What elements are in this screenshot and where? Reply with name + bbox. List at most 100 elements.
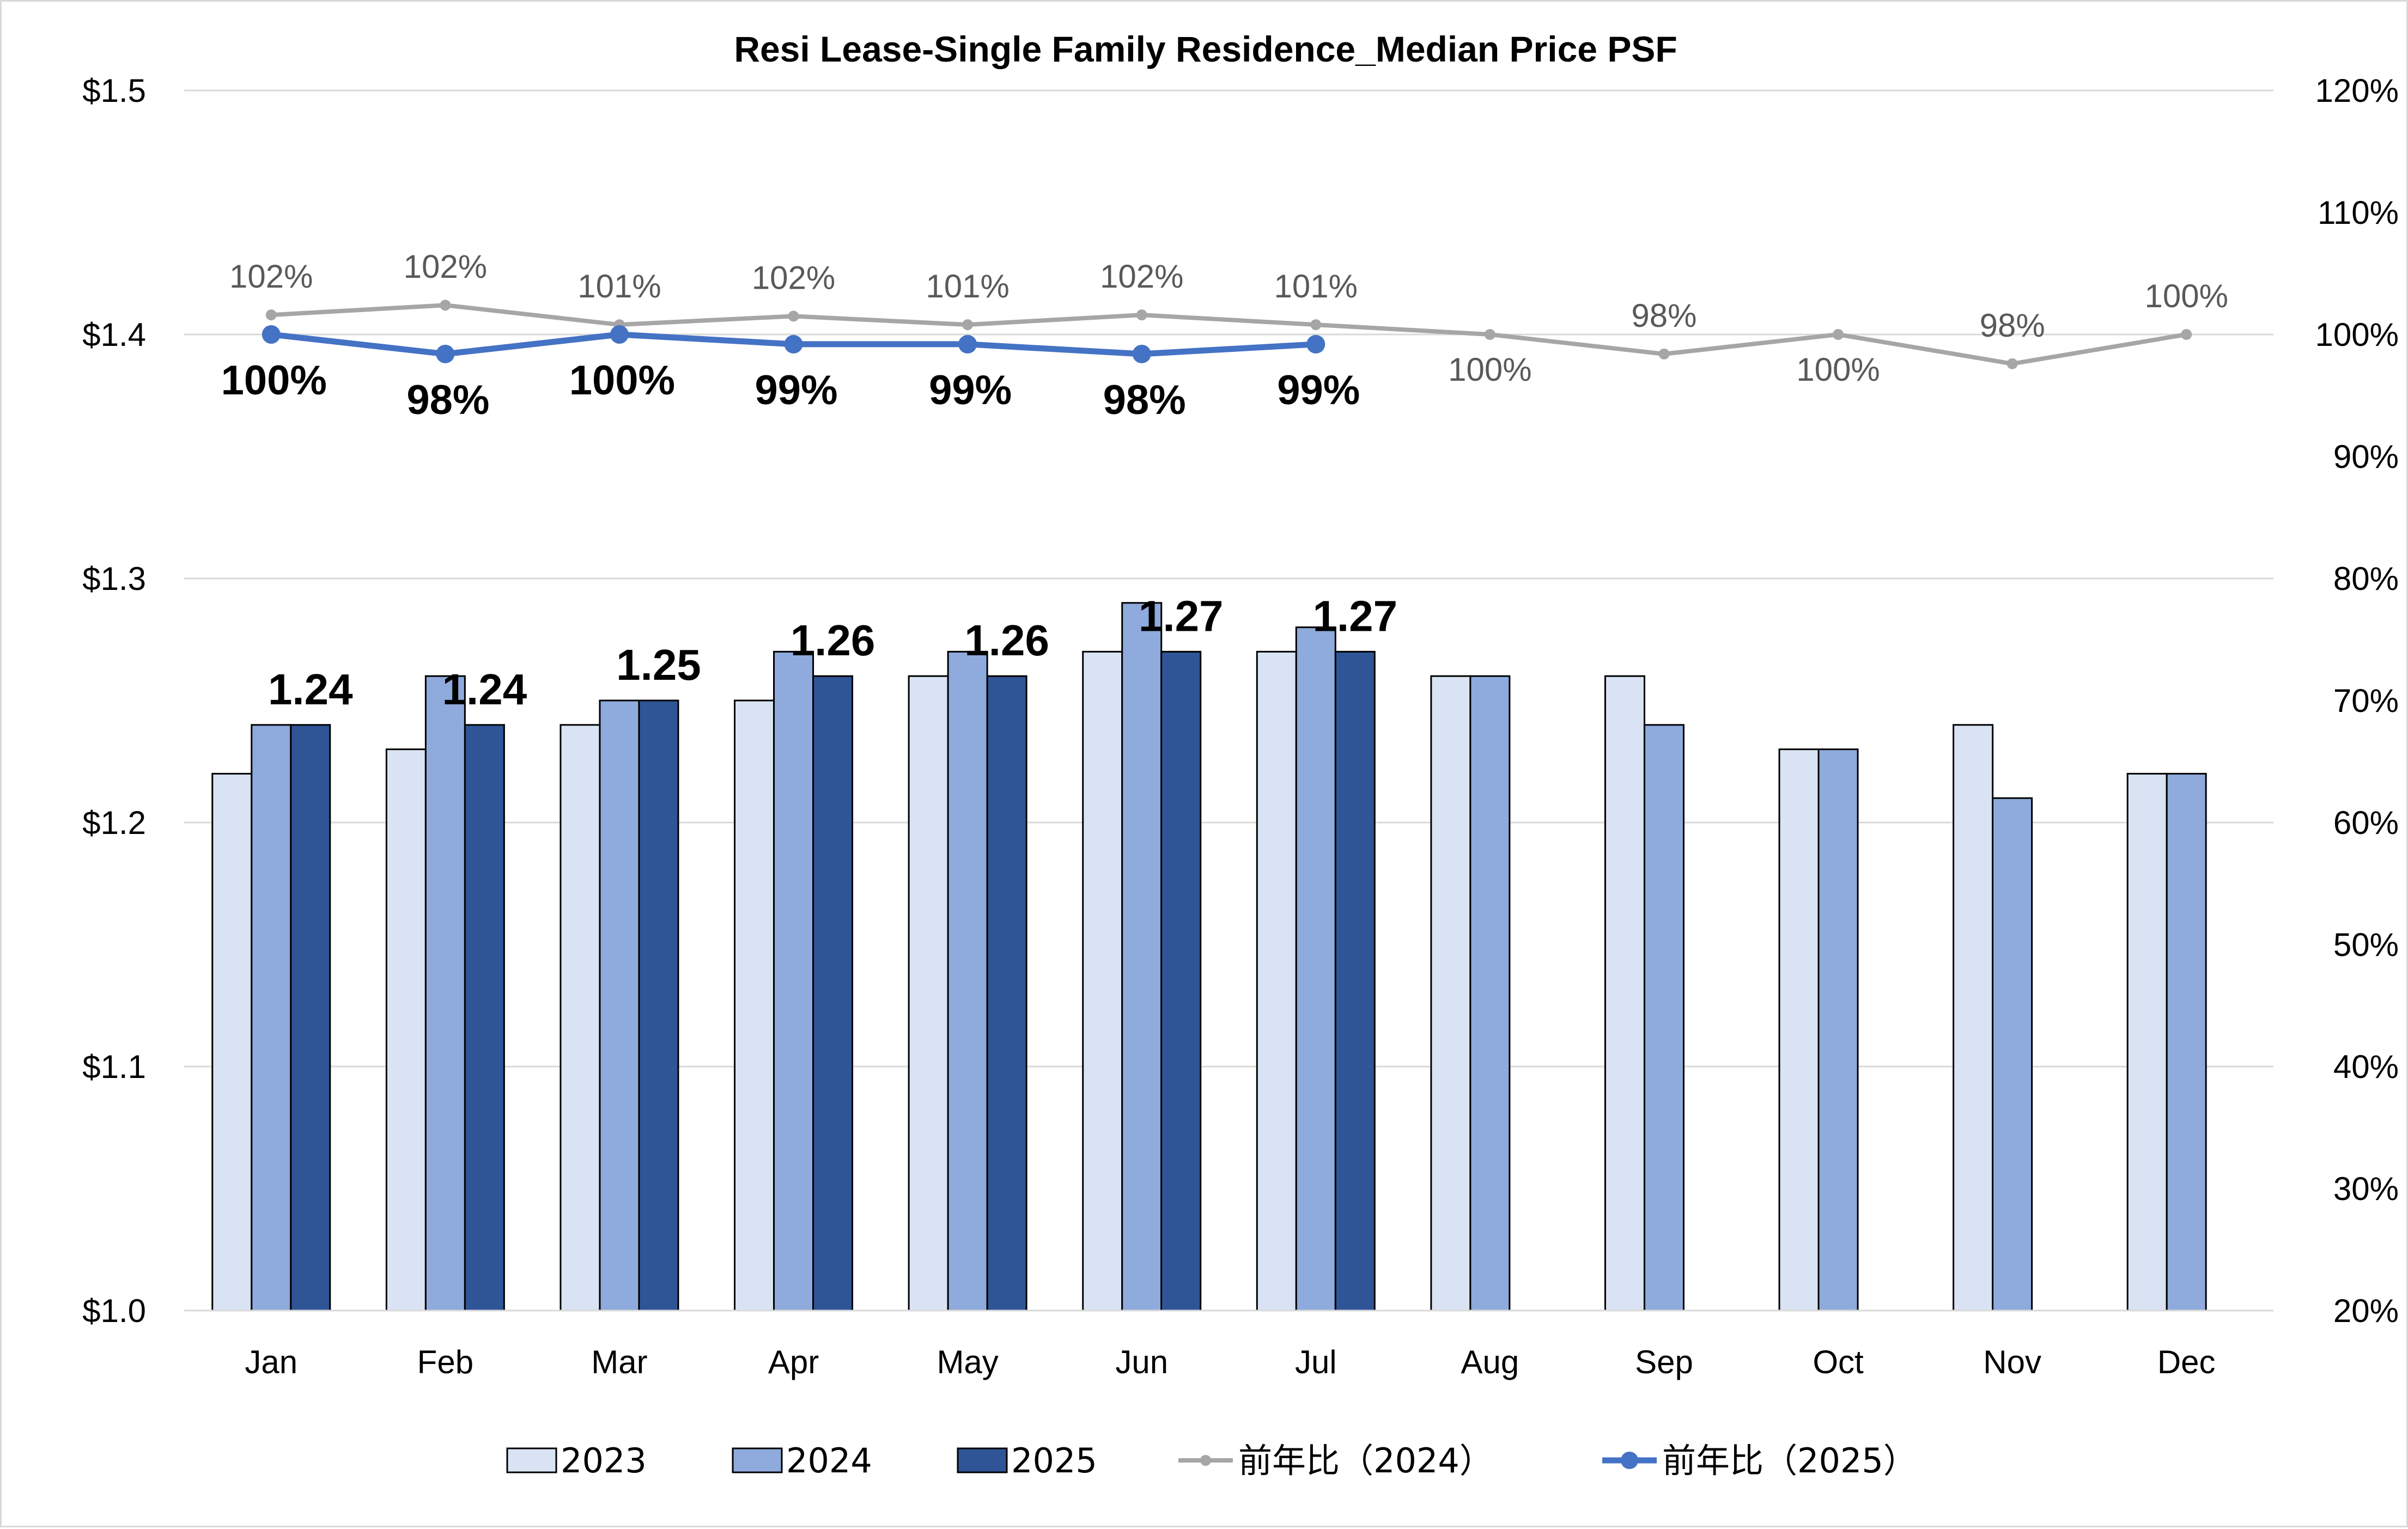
bar-2024-Jul xyxy=(1295,626,1336,1312)
y-axis-right: 20% 30% 40% 50% 60% 70% 80% 90% 100% 110% 120% xyxy=(2315,72,2399,1329)
bar-2024-Sep xyxy=(1643,724,1685,1312)
line-marker xyxy=(1310,319,1322,331)
bar-2023-Aug xyxy=(1430,675,1471,1312)
bar-2025-May xyxy=(986,675,1027,1312)
line-2024-data-label: 102% xyxy=(229,258,313,295)
bar-2025-Jul xyxy=(1334,650,1376,1312)
line-2025-data-label: 98% xyxy=(406,377,489,423)
line-marker xyxy=(1833,329,1844,340)
x-tick-label: Jun xyxy=(1115,1344,1168,1380)
line-2024-data-label: 100% xyxy=(2144,278,2228,314)
bar-2024-Feb xyxy=(424,675,466,1312)
y-right-tick-label: 20% xyxy=(2333,1293,2399,1329)
y-left-tick-label: $1.3 xyxy=(82,561,146,597)
bar-2023-Feb xyxy=(385,748,427,1312)
y-right-tick-label: 60% xyxy=(2333,805,2399,841)
line-2025-data-label: 98% xyxy=(1103,377,1186,423)
bar-2023-Jun xyxy=(1082,650,1123,1312)
line-2025-data-label: 100% xyxy=(221,357,327,404)
line-marker xyxy=(610,325,629,344)
line-2024-data-label: 100% xyxy=(1796,351,1880,388)
bar-data-label: 1.24 xyxy=(268,665,353,714)
line-marker xyxy=(436,344,455,363)
bar-2025-Jan xyxy=(290,724,331,1312)
bar-2023-Oct xyxy=(1778,748,1820,1312)
line-2024-data-label: 98% xyxy=(1631,297,1696,334)
x-tick-label: Feb xyxy=(417,1344,473,1380)
line-marker xyxy=(784,334,803,354)
bar-2023-Apr xyxy=(734,699,775,1312)
x-tick-label: Dec xyxy=(2157,1344,2216,1380)
x-tick-label: Sep xyxy=(1635,1344,1693,1380)
legend-swatch-2025 xyxy=(957,1447,1008,1473)
line-2024-data-label: 101% xyxy=(926,268,1009,304)
line-marker xyxy=(962,319,974,331)
x-tick-label: Apr xyxy=(768,1344,819,1380)
y-right-tick-label: 120% xyxy=(2315,72,2399,109)
bar-data-label: 1.24 xyxy=(442,665,527,714)
y-right-tick-label: 30% xyxy=(2333,1171,2399,1207)
bar-2023-Nov xyxy=(1953,724,1994,1312)
bar-2023-Mar xyxy=(560,724,601,1312)
bar-2024-Apr xyxy=(773,650,814,1312)
bar-2025-Mar xyxy=(638,699,679,1312)
x-tick-label: Nov xyxy=(1983,1344,2041,1380)
bar-data-label: 1.27 xyxy=(1139,592,1224,640)
line-marker xyxy=(1484,329,1495,340)
line-marker xyxy=(1306,334,1325,354)
line-2025-data-label: 99% xyxy=(1277,367,1360,413)
line-marker xyxy=(958,334,977,354)
y-left-tick-label: $1.2 xyxy=(82,805,146,841)
line-marker xyxy=(788,310,799,322)
line-series: 102% 102% 101% 102% 101% 102% 101% 100% 98% 100% 9… xyxy=(221,248,2228,423)
bar-2024-Aug xyxy=(1469,675,1511,1312)
chart-title: Resi Lease-Single Family Residence_Media… xyxy=(734,29,1677,69)
line-marker xyxy=(1658,348,1670,360)
legend-marker xyxy=(1621,1452,1638,1469)
line-2024-data-label: 101% xyxy=(1274,268,1358,304)
bar-2025-Jun xyxy=(1160,650,1202,1312)
legend-label: 2025 xyxy=(1011,1441,1097,1481)
legend-marker xyxy=(1200,1455,1211,1466)
line-2024-data-label: 101% xyxy=(577,268,661,304)
y-left-tick-label: $1.1 xyxy=(82,1049,146,1085)
y-right-tick-label: 70% xyxy=(2333,683,2399,719)
bar-data-label: 1.27 xyxy=(1312,592,1397,640)
x-tick-label: Jan xyxy=(245,1344,297,1380)
line-2024-data-label: 100% xyxy=(1448,351,1531,388)
legend-label: 前年比（2024） xyxy=(1238,1441,1493,1481)
bar-2023-Jan xyxy=(211,772,253,1312)
bar-series: 1.24 1.24 1.25 1.26 1.26 1.27 1.27 xyxy=(211,592,2207,1312)
x-tick-label: Oct xyxy=(1813,1344,1864,1380)
y-right-tick-label: 90% xyxy=(2333,438,2399,475)
x-tick-label: Jul xyxy=(1295,1344,1337,1380)
y-left-tick-label: $1.0 xyxy=(82,1293,146,1329)
bar-2024-Nov xyxy=(1992,797,2033,1312)
line-marker xyxy=(2006,358,2018,369)
bar-2023-May xyxy=(908,675,949,1312)
bar-2024-May xyxy=(947,650,988,1312)
y-right-tick-label: 80% xyxy=(2333,561,2399,597)
y-right-tick-label: 100% xyxy=(2315,316,2399,353)
line-2025-data-label: 99% xyxy=(755,367,837,413)
line-2024-data-label: 102% xyxy=(752,259,835,296)
legend-label: 前年比（2025） xyxy=(1662,1441,1917,1481)
line-2024-data-label: 102% xyxy=(1100,258,1183,295)
y-right-tick-label: 110% xyxy=(2318,194,2399,231)
legend-swatch-2023 xyxy=(506,1447,557,1473)
bar-2024-Jun xyxy=(1121,602,1163,1312)
legend-swatch-2024 xyxy=(732,1447,783,1473)
bar-2024-Jan xyxy=(251,724,292,1312)
line-前年比（2024） xyxy=(271,303,2187,366)
bar-2024-Mar xyxy=(599,699,640,1312)
bar-data-label: 1.25 xyxy=(616,641,701,689)
legend: 2023 2024 2025 前年比（2024） 前年比（2025） xyxy=(506,1441,1917,1481)
line-marker xyxy=(262,325,281,344)
line-2024-data-label: 102% xyxy=(404,248,487,285)
line-2024-data-label: 98% xyxy=(1980,307,2045,344)
bar-2023-Jul xyxy=(1256,650,1297,1312)
line-marker xyxy=(265,309,277,321)
x-tick-label: Mar xyxy=(591,1344,647,1380)
